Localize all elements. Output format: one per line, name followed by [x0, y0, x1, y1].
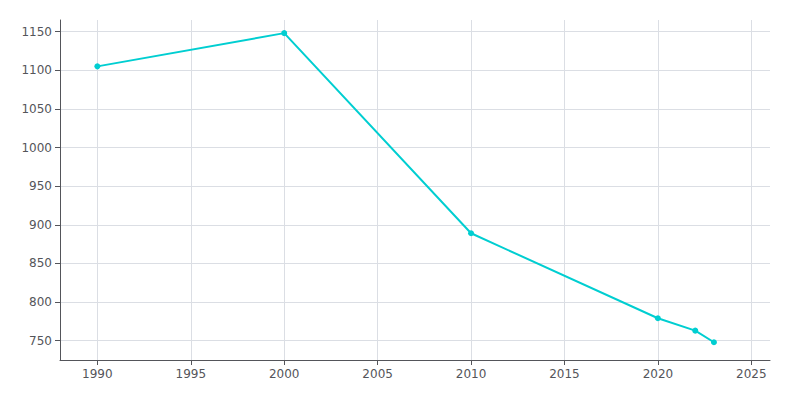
svg-text:2005: 2005	[362, 367, 393, 381]
svg-text:950: 950	[29, 179, 52, 193]
svg-text:2000: 2000	[269, 367, 300, 381]
svg-text:1050: 1050	[21, 102, 52, 116]
svg-text:1990: 1990	[82, 367, 113, 381]
svg-text:2015: 2015	[549, 367, 580, 381]
svg-text:800: 800	[29, 295, 52, 309]
svg-text:750: 750	[29, 334, 52, 348]
svg-text:1000: 1000	[21, 141, 52, 155]
svg-text:2025: 2025	[736, 367, 767, 381]
svg-text:850: 850	[29, 256, 52, 270]
svg-text:1995: 1995	[176, 367, 207, 381]
svg-text:1150: 1150	[21, 25, 52, 39]
svg-text:2010: 2010	[456, 367, 487, 381]
svg-text:2020: 2020	[643, 367, 674, 381]
svg-text:1100: 1100	[21, 63, 52, 77]
svg-text:900: 900	[29, 218, 52, 232]
